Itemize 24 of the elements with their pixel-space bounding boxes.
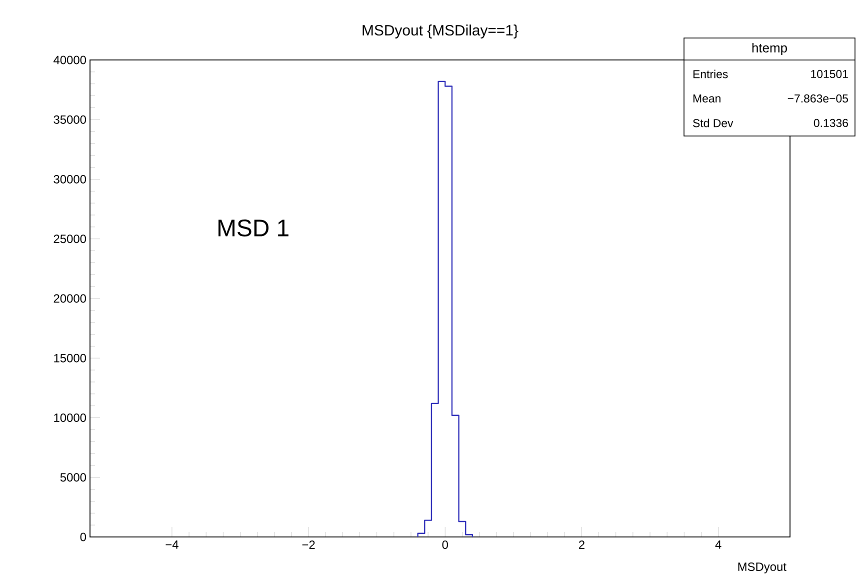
y-tick-label: 30000 [54,175,86,184]
y-tick-label: 20000 [54,294,86,303]
x-axis-title: MSDyout [738,562,786,574]
annotation: Mean [693,94,720,102]
y-tick-label: 35000 [54,115,86,124]
text: 0.1336 [814,118,848,128]
chart-title: MSDyout {MSDilay==1} [362,24,518,38]
x-tick-label: −4 [166,540,178,549]
y-tick-label: 5000 [60,473,86,482]
y-tick-label: 15000 [54,354,86,362]
annotation: Entries [693,70,728,78]
annotation: MSD 1 [218,220,288,236]
y-tick-label: 0 [80,532,86,542]
x-tick-label: 2 [578,540,584,549]
y-tick-label: 25000 [54,234,86,244]
y-tick-label: 10000 [54,414,86,422]
x-tick-label: −2 [302,540,315,549]
x-tick-label: 4 [715,540,722,549]
x-tick-label: 0 [442,540,448,549]
y-tick-label: 40000 [54,56,86,64]
annotation: Std Dev [693,118,734,128]
text: 101501 [811,70,848,78]
annotation: −7.863e−05 [788,94,848,103]
text: htemp [752,42,787,56]
